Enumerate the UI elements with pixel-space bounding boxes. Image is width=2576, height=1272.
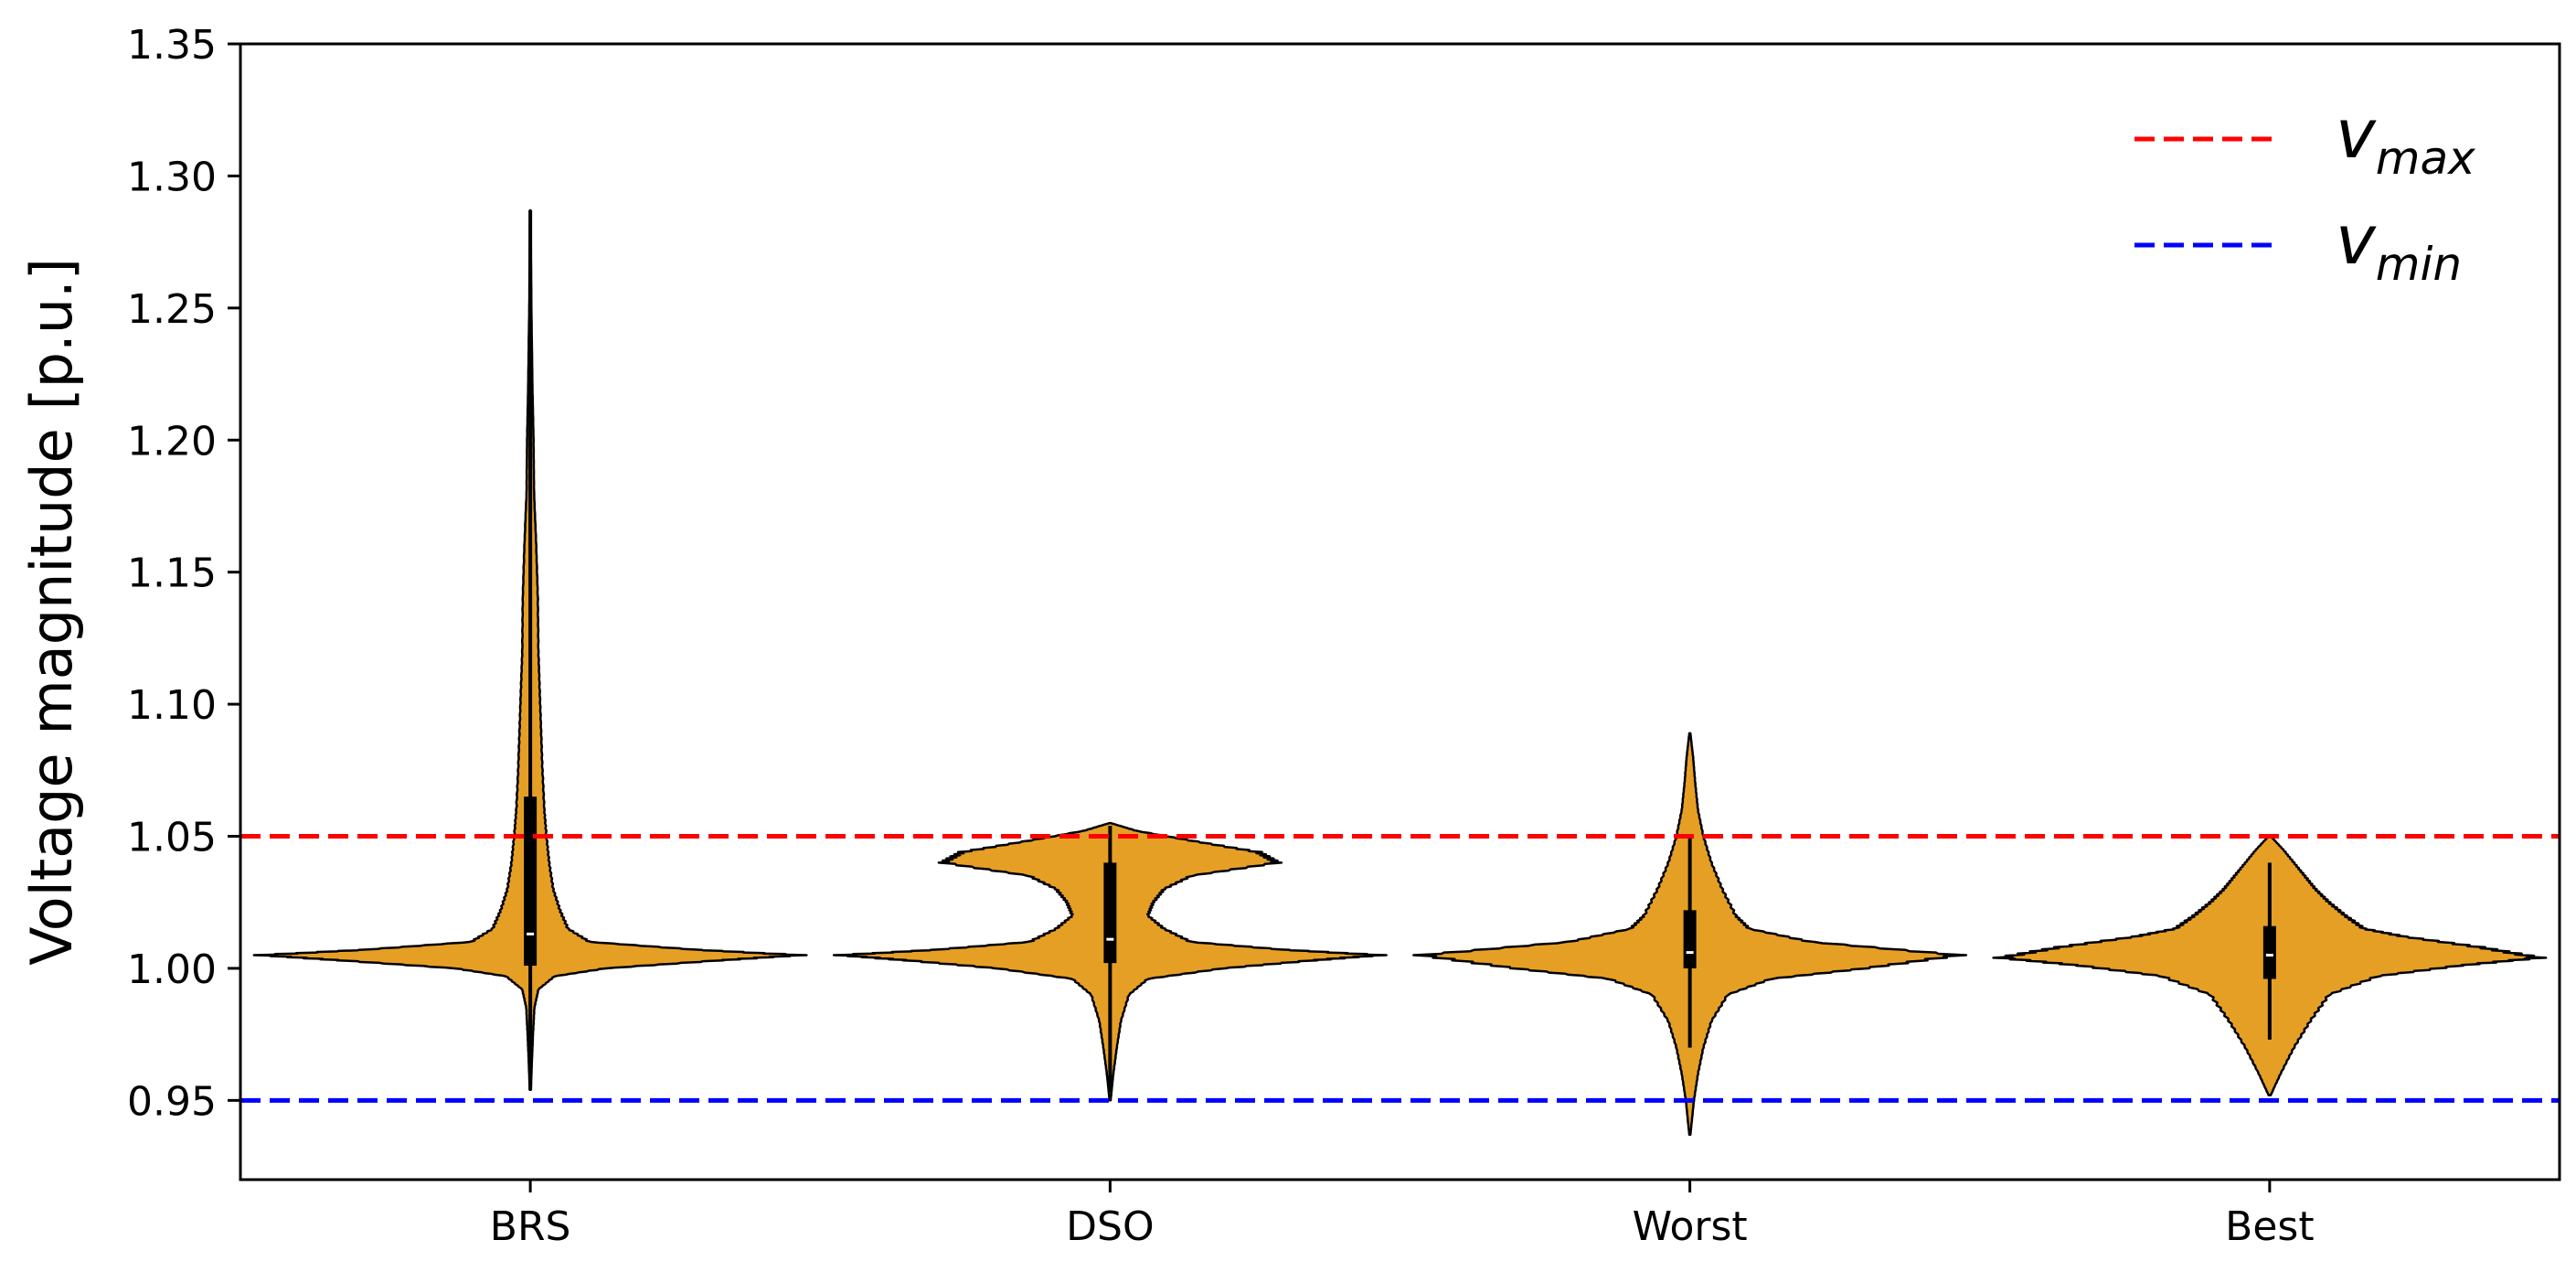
legend-symbol: v (2336, 95, 2377, 174)
y-tick-label: 1.15 (127, 550, 217, 597)
y-tick-label: 1.30 (127, 154, 217, 200)
x-tick-label-brs: BRS (490, 1203, 571, 1250)
violin-iqr-box (524, 796, 538, 967)
violin-iqr-box (1103, 862, 1117, 964)
violin-iqr-box (2262, 925, 2276, 979)
violin-iqr-box (1683, 910, 1697, 968)
violins-layer (252, 208, 2548, 1137)
x-axis-ticks: BRS DSO Worst Best (490, 1180, 2315, 1250)
y-tick-label: 1.10 (127, 682, 217, 729)
legend-label: vmax (2336, 95, 2475, 185)
legend-subscript: min (2376, 238, 2462, 291)
y-tick-label: 1.00 (127, 946, 217, 993)
legend-item-min: vmin (2134, 201, 2462, 291)
legend-item-max: vmax (2134, 95, 2475, 185)
legend-label: vmin (2336, 201, 2462, 291)
y-tick-label: 0.95 (127, 1078, 217, 1125)
violin-dso (832, 821, 1388, 1102)
violin-worst (1412, 732, 1968, 1137)
reference-lines-layer (240, 834, 2560, 1103)
x-tick-label-best: Best (2225, 1203, 2314, 1250)
plot-frame (239, 42, 2561, 1181)
legend-subscript: max (2376, 132, 2475, 185)
y-axis-label: Voltage magnitude [p.u.] (18, 258, 85, 966)
y-tick-label: 1.25 (127, 286, 217, 333)
y-tick-label: 1.20 (127, 418, 217, 465)
x-tick-label-dso: DSO (1066, 1203, 1154, 1250)
y-tick-label: 1.35 (127, 22, 217, 69)
violin-best (1992, 835, 2548, 1096)
violin-brs (252, 208, 808, 1092)
y-axis-ticks: 0.95 1.00 1.05 1.10 1.15 1.20 1.25 1.30 1.35 (127, 22, 240, 1125)
x-tick-label-worst: Worst (1633, 1203, 1748, 1250)
legend-symbol: v (2336, 201, 2377, 280)
y-tick-label: 1.05 (127, 815, 217, 861)
